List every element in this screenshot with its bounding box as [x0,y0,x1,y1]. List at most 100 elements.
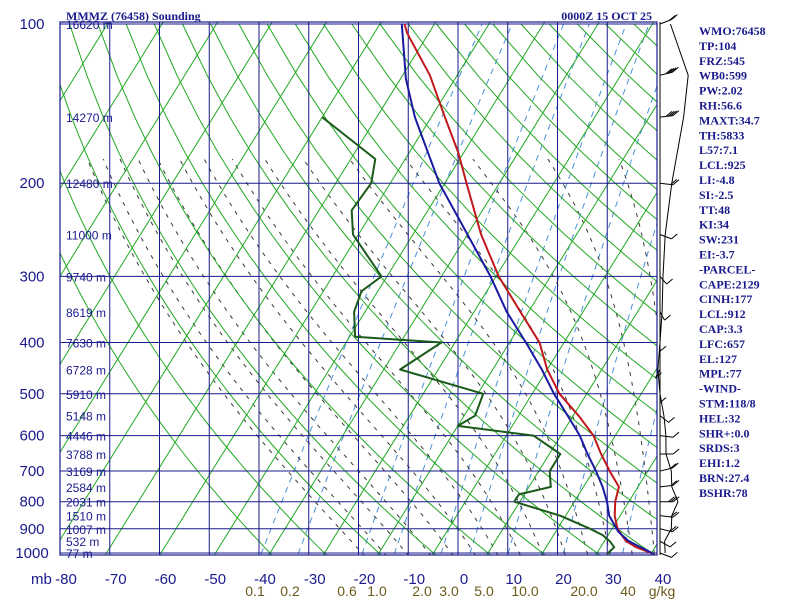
mixing-ratio-line [621,407,657,555]
wind-barb-flag [672,179,680,186]
height-label: 11000 m [66,229,112,243]
isotherm-line [60,22,164,190]
wind-barb-flag [672,480,680,486]
isotherm-line [595,455,657,555]
temperature-tick-label: -30 [304,571,326,588]
isotherm-line [431,191,657,555]
temperature-tick-label: 20 [555,571,572,588]
pressure-tick-label: 900 [19,521,44,538]
isotherm-line [159,22,491,555]
height-label: 5910 m [66,388,106,402]
index-entry: CAP:3.3 [699,322,743,336]
isotherm-line [268,22,600,555]
pressure-tick-label: 800 [19,494,44,511]
height-label: 9740 m [66,270,106,284]
height-label: 2584 m [66,481,106,495]
mixing-ratio-label: 0.6 [337,583,357,599]
wind-barb [659,435,674,438]
index-entry: MPL:77 [699,367,742,381]
index-entry: SHR+:0.0 [699,426,750,440]
temperature-tick-label: -40 [254,571,276,588]
index-entry: TH:5833 [699,128,744,142]
mixing-ratio-line [562,221,657,555]
temperature-tick-label: -80 [55,571,77,588]
dry-adiabat-line [436,23,657,251]
index-entry: MAXT:34.7 [699,113,760,127]
height-label: 16620 m [66,18,113,32]
index-entry: LCL:912 [699,307,746,321]
index-entry: CINH:177 [699,292,752,306]
wind-barb-flag [669,463,677,469]
isotherm-line [213,22,546,555]
dry-adiabat-line [379,23,657,314]
height-label: 1510 m [66,510,106,524]
dry-adiabat-line [294,23,657,414]
wind-barb-flag [672,462,679,469]
wind-profile [655,14,689,558]
isotherms [60,0,800,564]
index-entry: SI:-2.5 [699,188,733,202]
indices-panel: WMO:76458TP:104FRZ:545WB0:599PW:2.02RH:5… [699,24,766,500]
moist-adiabat-line [119,158,409,555]
wind-barb-flag [659,345,667,352]
height-label: 8619 m [66,306,106,320]
wind-barb-flag [672,511,680,518]
mixing-ratio-label: 5.0 [474,583,494,599]
mixing-ratio-label: 3.0 [439,583,459,599]
mixing-ratio-label: 1.0 [367,583,387,599]
wind-barb-flag [669,67,677,74]
index-entry: WB0:599 [699,69,747,83]
wind-barb-flag [664,314,671,321]
dry-adiabat-line [210,23,657,521]
wind-barb [659,552,672,558]
dry-adiabat-line [351,23,657,347]
height-label: 12480 m [66,177,113,191]
isotherm-line [540,367,657,555]
wind-barb-flag [666,278,673,285]
pressure-tick-label: 300 [19,268,44,285]
temperature-tick-label: 0 [460,571,468,588]
wind-barb-flag [668,417,675,423]
index-entry: TT:48 [699,203,730,217]
dry-adiabats [60,23,657,555]
mixing-ratio-label: 40 [620,583,636,599]
wind-barb-flag [671,14,678,20]
index-entry: SRDS:3 [699,441,740,455]
dry-adiabat-line [60,83,382,555]
moist-adiabat-line [618,158,657,325]
dry-adiabat-line [125,23,546,555]
wind-barb-flag [667,110,675,117]
temperature-tick-label: 40 [655,571,672,588]
height-label: 7630 m [66,336,106,350]
mixing-ratio-line [507,84,657,555]
index-entry: -PARCEL- [699,262,755,276]
pressure-tick-label: 200 [19,175,44,192]
isotherm-line [754,0,800,564]
isotherm-line [377,103,657,555]
station-title: MMMZ (76458) Sounding [66,9,201,23]
wind-barb-flag [672,526,679,533]
height-label: 14270 m [66,111,113,125]
height-label: 2031 m [66,496,106,510]
index-entry: BRN:27.4 [699,471,749,485]
isotherm-line [486,279,657,555]
dewpoint-profile-line [321,116,616,555]
pressure-tick-label: 700 [19,463,44,480]
temperature-tick-label: -70 [105,571,127,588]
pressure-unit-label: mb [31,571,52,588]
pressure-grid [59,21,658,556]
isotherm-line [104,22,437,555]
index-entry: LI:-4.8 [699,173,735,187]
moist-adiabat-line [547,158,656,555]
dry-adiabat-line [153,23,601,555]
moist-adiabat-line [157,158,454,555]
wind-barb-flag [670,110,678,117]
wind-barb [655,369,661,379]
isotherm-line [60,22,219,278]
isotherm-line [60,22,328,454]
temperature-tick-label: 10 [505,571,522,588]
mixing-ratio-label: 2.0 [412,583,432,599]
dry-adiabat-line [60,251,273,555]
moist-adiabat-line [302,158,566,555]
